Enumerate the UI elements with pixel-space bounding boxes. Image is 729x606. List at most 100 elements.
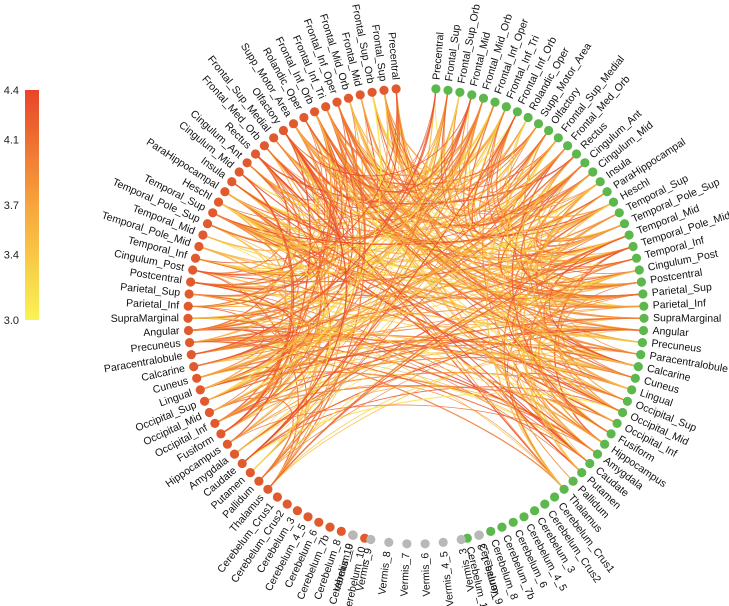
region-node[interactable] [321,102,331,112]
region-node[interactable] [501,102,511,112]
region-node[interactable] [508,517,518,527]
region-node[interactable] [585,458,595,469]
region-node[interactable] [523,112,533,123]
region-node[interactable] [183,313,193,323]
region-node[interactable] [614,208,624,218]
region-node[interactable] [336,526,346,537]
region-node[interactable] [303,512,313,522]
region-node[interactable] [580,158,590,168]
region-node[interactable] [208,208,218,218]
region-node[interactable] [278,125,288,136]
region-node[interactable] [245,468,255,478]
region-node[interactable] [292,506,302,516]
region-node[interactable] [530,506,540,516]
region-node[interactable] [272,492,282,502]
region-node[interactable] [188,265,198,275]
region-node[interactable] [606,429,616,439]
region-node[interactable] [195,385,205,395]
region-node[interactable] [190,253,201,263]
region-node[interactable] [325,522,335,532]
region-node[interactable] [254,476,264,486]
region-node[interactable] [456,534,466,545]
region-node[interactable] [619,219,630,229]
region-node[interactable] [242,158,252,168]
region-node[interactable] [185,338,195,348]
region-node[interactable] [438,537,448,548]
region-node[interactable] [237,458,247,469]
region-node[interactable] [366,534,376,545]
region-node[interactable] [467,90,477,100]
region-node[interactable] [563,141,573,151]
region-node[interactable] [227,177,237,187]
region-node[interactable] [259,141,269,151]
region-node[interactable] [519,512,529,522]
region-node[interactable] [204,407,214,418]
region-node[interactable] [602,187,612,197]
region-node[interactable] [624,230,634,240]
region-node[interactable] [608,197,619,207]
region-node[interactable] [559,484,569,494]
region-node[interactable] [627,385,637,395]
region-node[interactable] [189,362,199,372]
region-node[interactable] [314,517,324,527]
region-node[interactable] [568,476,578,486]
region-node[interactable] [540,499,550,509]
region-node[interactable] [343,93,354,103]
region-node[interactable] [631,253,642,263]
region-node[interactable] [633,362,643,372]
region-node[interactable] [332,97,342,107]
region-node[interactable] [198,230,208,240]
region-node[interactable] [420,539,430,549]
region-node[interactable] [636,350,646,360]
region-node[interactable] [431,84,441,94]
region-node[interactable] [216,429,226,439]
region-node[interactable] [183,325,194,336]
region-node[interactable] [486,526,496,537]
region-node[interactable] [355,90,365,100]
region-node[interactable] [200,396,210,406]
region-node[interactable] [250,149,261,159]
region-node[interactable] [299,112,309,123]
region-node[interactable] [628,241,638,252]
region-node[interactable] [630,373,640,383]
region-node[interactable] [490,97,500,107]
region-node[interactable] [636,277,647,287]
region-node[interactable] [186,350,196,360]
region-node[interactable] [618,407,628,418]
region-node[interactable] [192,373,202,383]
region-node[interactable] [210,418,220,428]
region-node[interactable] [234,167,244,177]
region-node[interactable] [478,93,489,103]
region-node[interactable] [269,133,279,143]
region-node[interactable] [310,107,320,117]
region-node[interactable] [577,468,587,478]
region-node[interactable] [474,530,484,540]
region-node[interactable] [213,197,224,207]
region-node[interactable] [391,84,401,94]
region-node[interactable] [592,449,603,459]
region-node[interactable] [288,119,299,129]
region-node[interactable] [612,418,622,428]
region-node[interactable] [544,125,554,136]
region-node[interactable] [600,439,610,449]
region-node[interactable] [553,133,563,143]
region-node[interactable] [512,107,523,117]
region-node[interactable] [622,396,633,406]
region-node[interactable] [639,313,649,323]
region-node[interactable] [639,301,649,311]
region-node[interactable] [637,338,648,348]
region-node[interactable] [638,289,648,299]
region-node[interactable] [194,241,204,252]
region-node[interactable] [263,484,273,494]
region-node[interactable] [571,149,582,159]
region-node[interactable] [497,522,507,532]
region-node[interactable] [282,499,292,509]
region-node[interactable] [533,119,544,129]
region-node[interactable] [588,167,598,177]
region-node[interactable] [595,177,605,187]
region-node[interactable] [184,289,194,299]
region-node[interactable] [222,439,232,449]
region-node[interactable] [455,87,465,97]
region-node[interactable] [634,265,644,275]
region-node[interactable] [384,537,394,548]
